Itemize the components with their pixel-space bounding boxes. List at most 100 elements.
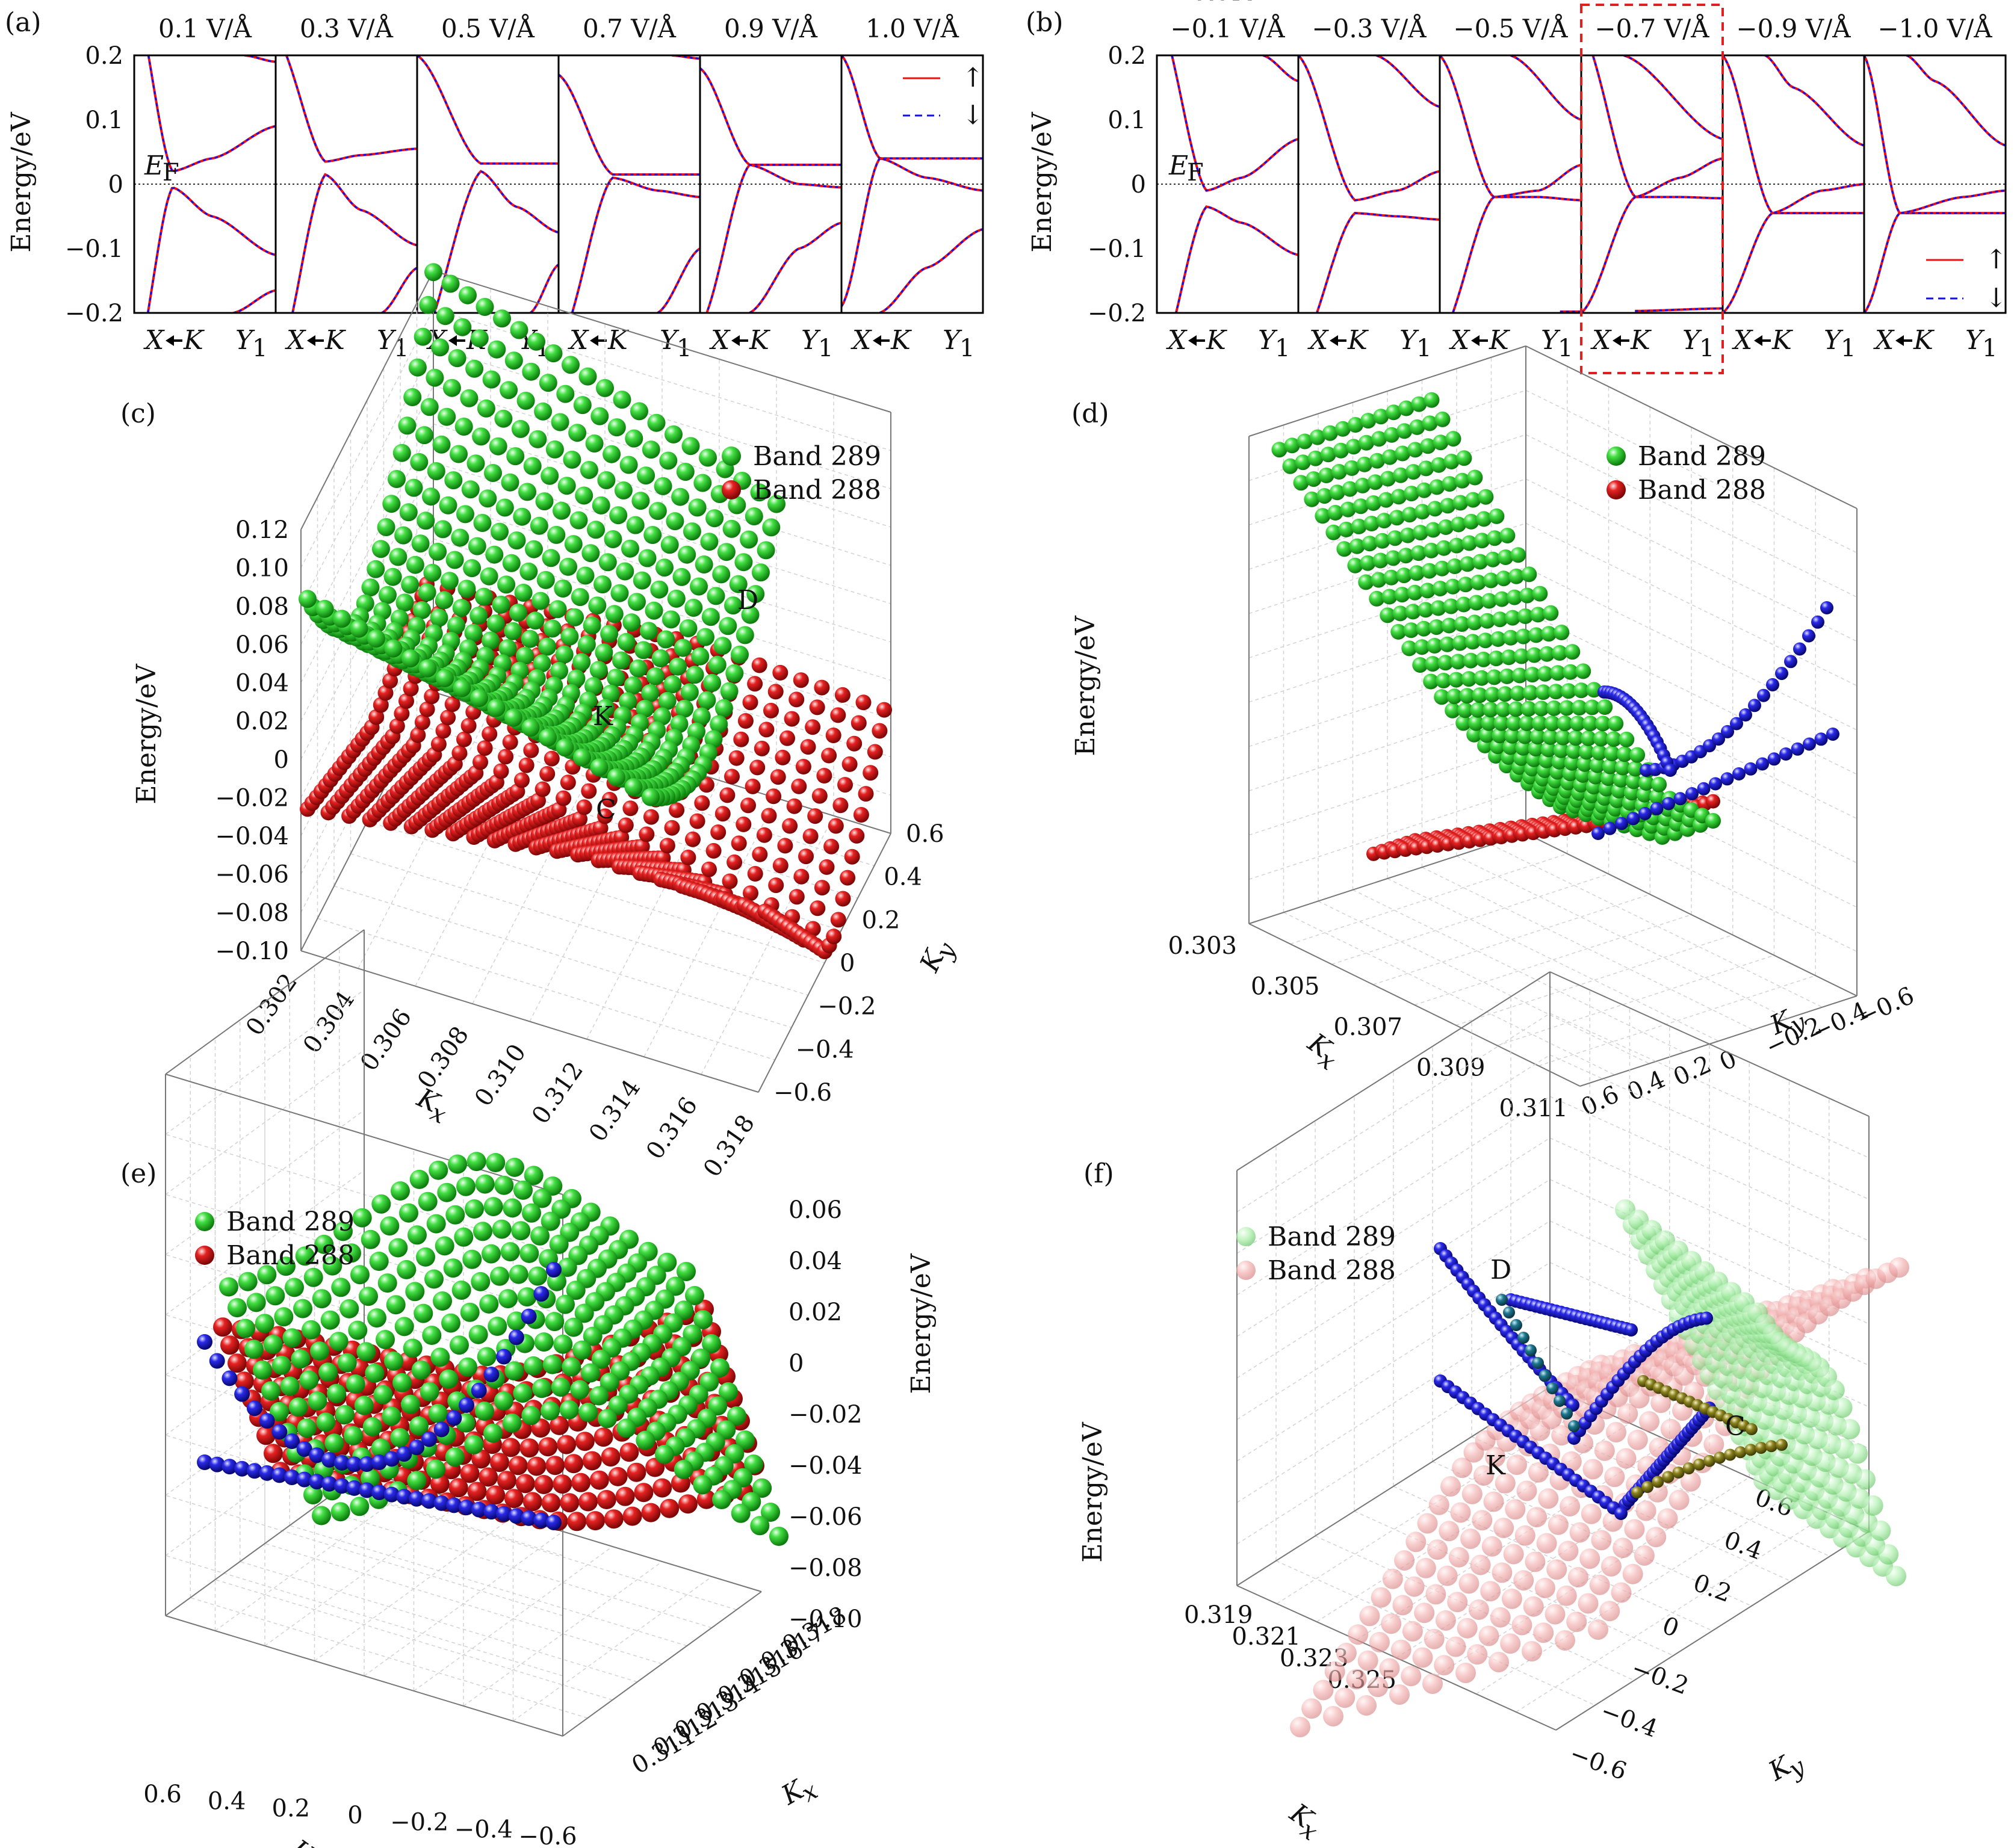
blue-path-point	[222, 1370, 238, 1386]
band-289-point	[1508, 568, 1525, 584]
band-289-point	[380, 1216, 400, 1236]
arrow-left-icon	[1188, 335, 1197, 346]
band-289-point	[468, 1324, 488, 1344]
band-288-point	[770, 769, 786, 785]
band-289-point	[577, 635, 596, 654]
band-288-point	[264, 1444, 283, 1463]
surface-panel-e: (e)0.060.040.020−0.02−0.04−0.06−0.08−0.1…	[120, 929, 937, 1848]
grid-line	[1387, 878, 1719, 1042]
band-288-point	[832, 797, 849, 814]
band-289-point	[1372, 552, 1389, 569]
band-288-point	[394, 705, 410, 722]
band-288-point	[814, 880, 830, 896]
band-289-point	[479, 489, 497, 508]
band-289-point	[312, 1289, 332, 1309]
band-289-point	[1390, 623, 1407, 640]
grid-line	[1276, 1405, 1590, 1604]
band-289-point	[1481, 715, 1497, 731]
band-288-point	[724, 768, 740, 785]
band-289-point	[274, 1307, 294, 1327]
band-289-point	[445, 1447, 465, 1467]
band-288-point	[550, 1415, 569, 1435]
band-289-point	[504, 708, 522, 727]
arrow-left-icon	[1754, 335, 1762, 346]
band-289-point	[659, 451, 678, 470]
band-289-point	[643, 526, 662, 544]
band-289-point	[607, 768, 625, 786]
z-tick-label: 0.04	[1204, 0, 1257, 6]
band-288-point	[486, 1485, 506, 1505]
band-289-point	[1436, 673, 1452, 688]
band-289-point	[320, 1310, 340, 1330]
k-label-k: K	[324, 325, 346, 356]
grid-line	[165, 989, 365, 1135]
highlight-box-b	[1580, 4, 1724, 374]
band-289-point	[436, 307, 454, 326]
band-289-point	[1490, 631, 1506, 647]
band-288-point	[752, 846, 768, 862]
k-label-y: Y	[1541, 325, 1561, 356]
band-289-point	[280, 1376, 300, 1396]
band-289-point	[511, 419, 530, 438]
band-288-point	[1703, 1434, 1724, 1455]
band-288-point	[853, 807, 869, 823]
band-289-point	[337, 1353, 357, 1373]
band-289-point	[589, 661, 608, 679]
band-289-point	[750, 1516, 770, 1536]
band-288-point	[235, 1371, 254, 1391]
band-289-point	[701, 608, 720, 626]
band-289-point	[504, 1361, 524, 1381]
band-289-point	[679, 619, 698, 637]
band-289-point	[534, 1332, 554, 1352]
band-289-point	[628, 593, 646, 611]
band-289-point	[310, 1341, 329, 1361]
x-tick-label: 0.309	[1416, 1054, 1486, 1082]
band-288-point	[722, 873, 738, 889]
band-289-point	[1824, 1380, 1845, 1400]
k-label-k: K	[607, 325, 629, 356]
z-tick-label: 0.10	[1192, 0, 1245, 6]
band-289-point	[464, 623, 483, 642]
grid-line	[1248, 522, 1526, 614]
band-289-point	[465, 359, 484, 378]
band-289-point	[466, 1152, 486, 1172]
band-289-point	[391, 1181, 410, 1201]
band-289-point	[435, 591, 454, 610]
band-288-point	[728, 750, 745, 766]
band-289-point	[1416, 620, 1432, 637]
band-288-point	[523, 742, 539, 758]
band-289-point	[1636, 786, 1652, 803]
band-289-point	[1363, 516, 1380, 531]
band-289-point	[1493, 715, 1510, 731]
band-289-point	[1558, 700, 1575, 716]
k-label-y: Y	[1399, 325, 1419, 356]
arrow-left-icon	[448, 335, 457, 346]
band-288-point	[1404, 1576, 1425, 1597]
k-label-y: Y	[1824, 325, 1844, 356]
band-288-point	[1569, 1522, 1590, 1543]
band-289-point	[429, 542, 447, 561]
subpanel: 0.1 V/ÅX K Y1	[133, 13, 277, 362]
band-288-point	[1447, 1592, 1468, 1613]
band-289-point	[553, 1334, 573, 1354]
z-tick-label: −0.04	[215, 823, 289, 850]
band-288-point	[1634, 1545, 1655, 1566]
band-289-point	[1476, 511, 1492, 527]
blue-path-point	[209, 1353, 225, 1369]
band-289-point	[371, 1438, 391, 1458]
grid-line	[1248, 478, 1526, 570]
band-288-point	[1514, 1525, 1535, 1546]
band-289-point	[1521, 566, 1537, 583]
band-289-point	[1449, 537, 1464, 554]
legend-label: Band 288	[1268, 1255, 1396, 1286]
band-289-point	[1463, 652, 1479, 669]
band-line-spin-down	[1764, 55, 1864, 147]
band-289-point	[482, 1244, 501, 1264]
band-289-point	[522, 362, 541, 381]
band-289-point	[350, 619, 368, 638]
band-288-point	[1324, 1661, 1345, 1682]
band-288-point	[1481, 1536, 1502, 1557]
band-line-spin-down	[1635, 307, 1723, 312]
band-289-point	[1451, 516, 1467, 533]
band-288-point	[639, 826, 655, 842]
